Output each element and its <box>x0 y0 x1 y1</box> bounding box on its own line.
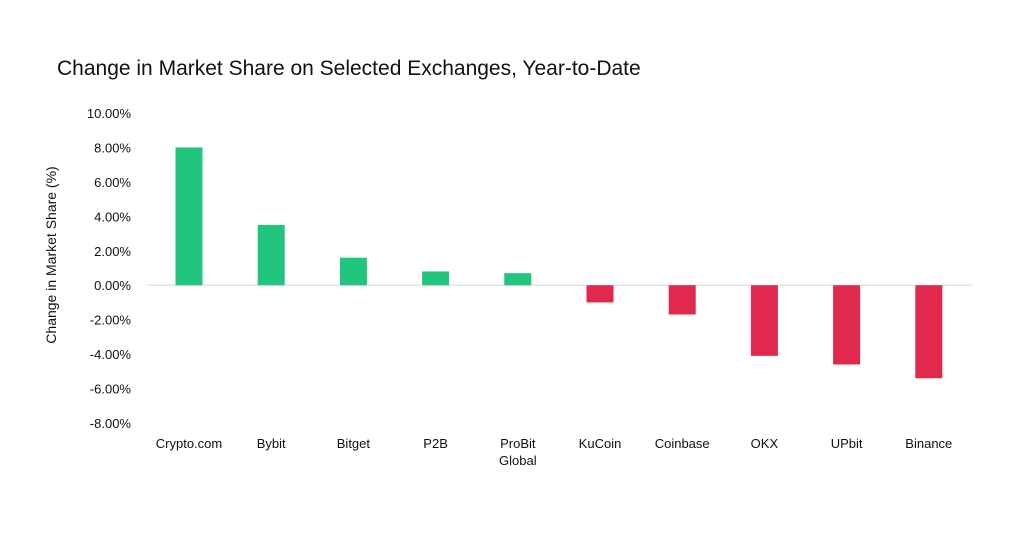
chart-title: Change in Market Share on Selected Excha… <box>57 57 641 80</box>
x-axis-categories: Crypto.com Bybit Bitget P2B ProBit Global KuCo… <box>156 436 953 468</box>
bar-p2b <box>422 271 450 286</box>
y-axis-label-group: Change in Market Share (%) <box>43 166 59 343</box>
bar-binance <box>915 285 943 379</box>
y-tick-label: -2.00% <box>90 313 132 328</box>
x-category-label: Coinbase <box>655 436 710 451</box>
x-category-label: OKX <box>751 436 779 451</box>
x-category-label: Crypto.com <box>156 436 222 451</box>
bar-crypto-com <box>175 147 203 286</box>
bar-kucoin <box>586 285 614 303</box>
bar-okx <box>750 285 778 356</box>
y-tick-label: 4.00% <box>94 209 131 224</box>
bar-coinbase <box>668 285 696 315</box>
bar-upbit <box>833 285 861 365</box>
y-tick-label: -6.00% <box>90 382 132 397</box>
x-category-label: KuCoin <box>579 436 622 451</box>
y-tick-label: 2.00% <box>94 244 131 259</box>
x-category-label: ProBit Global <box>499 436 537 468</box>
y-tick-label: 10.00% <box>87 106 132 121</box>
x-category-label: Bitget <box>337 436 371 451</box>
y-axis-ticks: 10.00% 8.00% 6.00% 4.00% 2.00% 0.00% -2.00% -4.… <box>87 106 132 431</box>
y-tick-label: 6.00% <box>94 175 131 190</box>
x-category-label: P2B <box>423 436 448 451</box>
bar-bybit <box>257 224 285 286</box>
x-category-label: UPbit <box>831 436 863 451</box>
y-axis-label: Change in Market Share (%) <box>43 166 59 343</box>
bars <box>175 147 943 379</box>
x-category-label: Bybit <box>257 436 286 451</box>
bar-bitget <box>339 257 367 286</box>
bar-probit-global <box>504 273 532 286</box>
y-tick-label: -8.00% <box>90 416 132 431</box>
y-tick-label: 0.00% <box>94 278 131 293</box>
x-category-label: Binance <box>905 436 952 451</box>
y-tick-label: 8.00% <box>94 140 131 155</box>
y-tick-label: -4.00% <box>90 347 132 362</box>
